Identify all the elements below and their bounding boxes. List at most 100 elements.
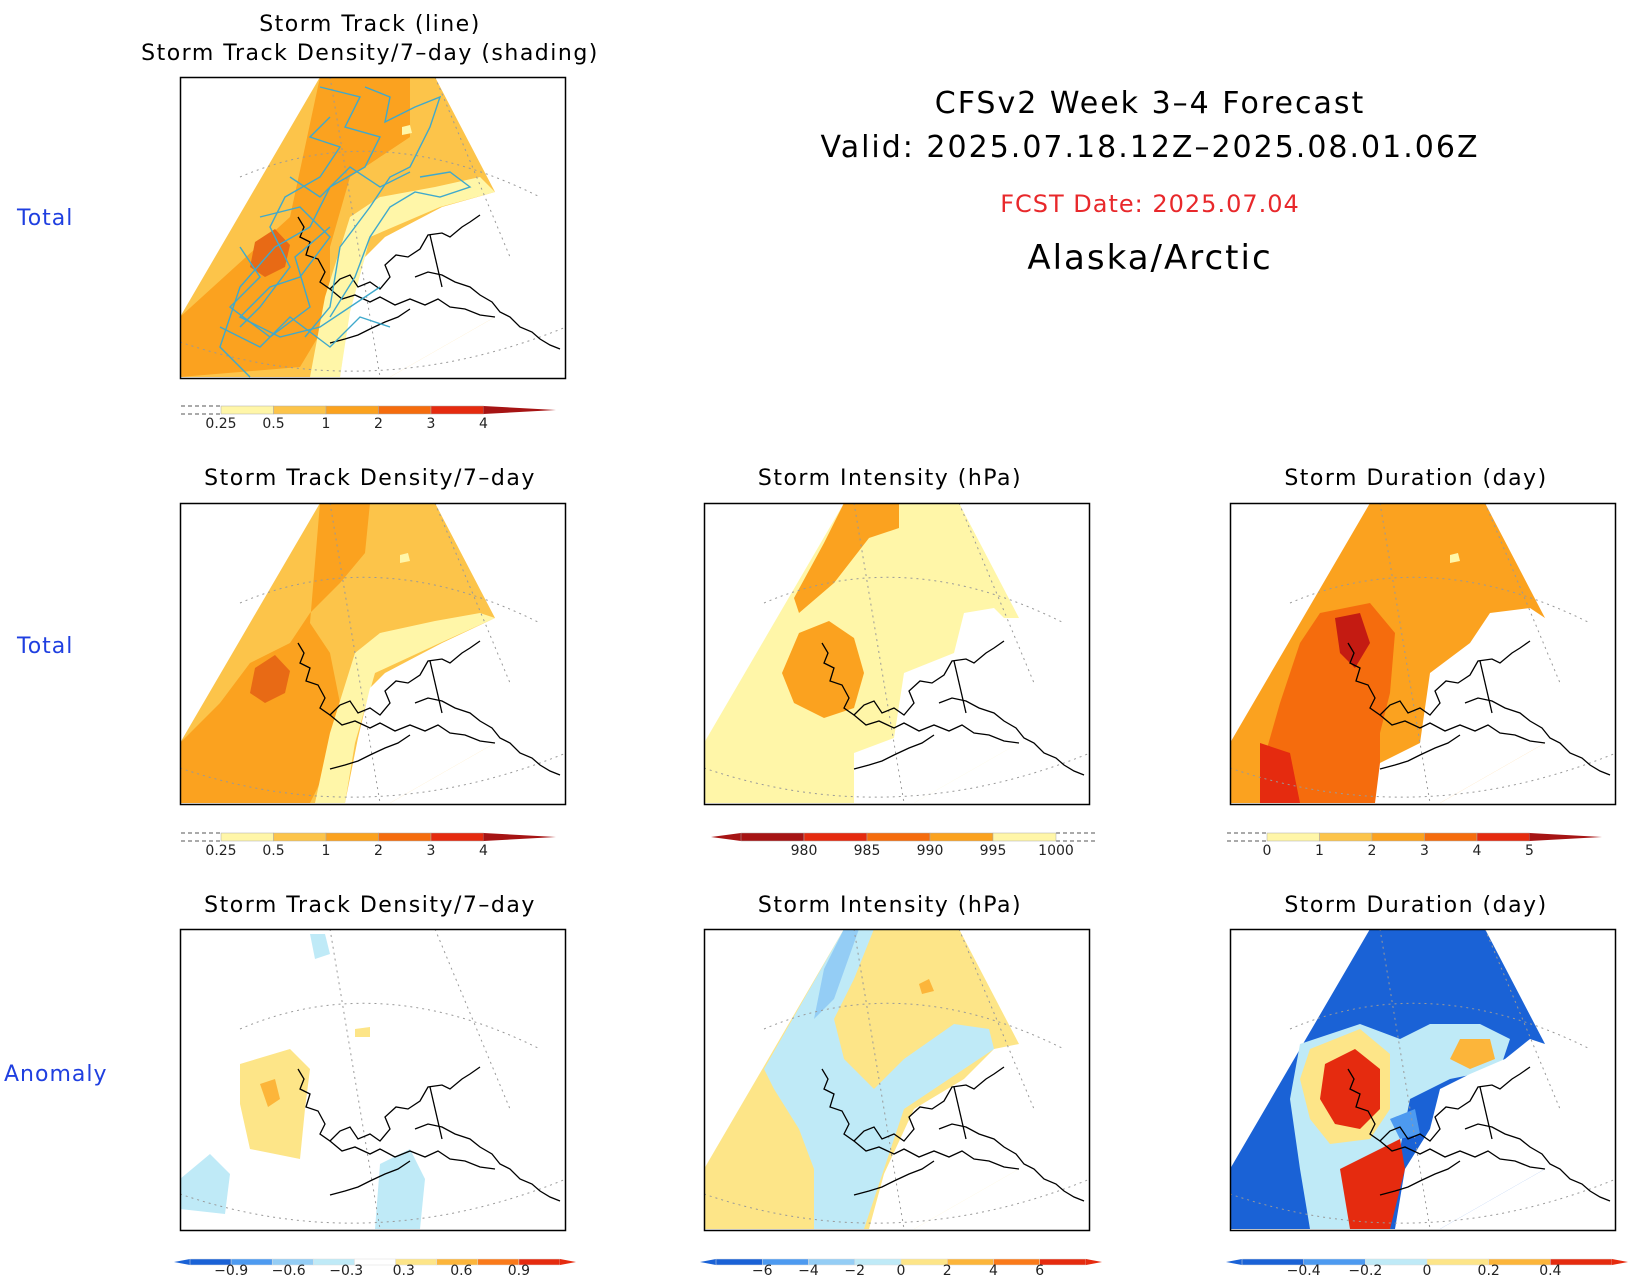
- colorbar-segment-4: [430, 405, 484, 415]
- colorbar-intensity-anom: −6 −4 −2 0 2 4 6: [700, 1258, 1102, 1275]
- coastline: [1479, 1086, 1493, 1140]
- coastline: [297, 1066, 481, 1142]
- shaded-region-3: [1260, 743, 1300, 803]
- shaded-region-2: [240, 1049, 310, 1159]
- longitude-line: [1484, 503, 1561, 684]
- shaded-region-5: [1340, 1139, 1405, 1229]
- shaded-region-6: [375, 1149, 425, 1229]
- colorbar-segment-1: [803, 832, 868, 842]
- colorbar-tick-label: 0.25: [205, 843, 236, 859]
- colorbar-tick-label: 0.2: [1478, 1263, 1500, 1275]
- forecast-title: CFSv2 Week 3–4 Forecast: [770, 86, 1530, 121]
- shaded-region-3: [315, 613, 495, 803]
- storm-track-line: [239, 116, 342, 328]
- valid-range: Valid: 2025.07.18.12Z–2025.08.01.06Z: [770, 130, 1530, 165]
- latitude-line: [763, 576, 1065, 624]
- shaded-region-3: [310, 177, 495, 377]
- colorbar-segment-1: [273, 405, 327, 415]
- colorbar-tick-label: 0.9: [508, 1263, 530, 1275]
- coastline: [329, 714, 496, 744]
- colorbar-tick-label: 5: [1525, 843, 1534, 859]
- colorbar-tick-label: −6: [752, 1263, 773, 1275]
- colorbar-open-end: [181, 832, 221, 842]
- colorbar-arrow-left: [700, 1259, 716, 1265]
- colorbar-segment-4: [992, 832, 1057, 842]
- map-frame: [179, 502, 567, 806]
- colorbar-tick-label: 4: [479, 843, 488, 859]
- map-content: [180, 503, 566, 804]
- row-label-anomaly: Anomaly: [4, 1062, 108, 1087]
- map-content: [1230, 929, 1616, 1230]
- coastline: [938, 697, 1085, 776]
- region-title: Alaska/Arctic: [770, 238, 1530, 278]
- colorbar-tick-label: 2: [1368, 843, 1377, 859]
- colorbar-segment-3: [1424, 832, 1478, 842]
- map-panel-duration-total: [1229, 502, 1617, 806]
- coastline: [1479, 660, 1493, 714]
- shaded-region-3: [260, 1079, 280, 1107]
- shaded-region-1: [794, 503, 899, 613]
- map-frame: [179, 928, 567, 1232]
- map-panel-intensity-anom: [703, 928, 1091, 1232]
- colorbar-segment-2: [325, 405, 379, 415]
- row-label-total-2: Total: [17, 634, 74, 659]
- longitude-line: [1484, 929, 1561, 1110]
- colorbar-tick-label: −2: [844, 1263, 865, 1275]
- coastline: [1379, 1140, 1546, 1170]
- coastline: [853, 734, 935, 770]
- colorbar-tick-label: 0.3: [393, 1263, 415, 1275]
- colorbar-arrow-right: [1612, 1259, 1628, 1265]
- colorbar-tick-label: 4: [1473, 843, 1482, 859]
- colorbar-tick-label: 4: [479, 416, 488, 432]
- colorbar-tick-label: 0.6: [450, 1263, 472, 1275]
- panel-title-duration-anom: Storm Duration (day): [1284, 893, 1548, 918]
- shaded-region-6: [1390, 1109, 1420, 1139]
- coastline: [1347, 1066, 1531, 1142]
- valid-range-text: Valid: 2025.07.18.12Z–2025.08.01.06Z: [820, 130, 1480, 165]
- colorbar-arrow-right: [1086, 1259, 1102, 1265]
- colorbar-intensity-total: 980 985 990 995 1000: [711, 832, 1096, 859]
- longitude-line: [958, 503, 1035, 684]
- map-content: [1230, 503, 1616, 804]
- colorbar-tick-label: 2: [943, 1263, 952, 1275]
- coastline: [1464, 697, 1611, 776]
- longitude-line: [434, 929, 511, 1110]
- colorbar-arrow-left: [174, 1259, 190, 1265]
- coastline: [1347, 640, 1531, 716]
- colorbar-segment-6: [993, 1258, 1040, 1266]
- colorbar-arrow-left: [1226, 1259, 1242, 1265]
- longitude-line: [329, 503, 381, 804]
- shaded-region-5: [400, 553, 410, 563]
- shaded-region-4: [1450, 1039, 1495, 1069]
- panel-title-line1: Storm Track (line): [259, 12, 481, 37]
- colorbar-tick-label: 0.4: [1539, 1263, 1561, 1275]
- panel-title-density-anom: Storm Track Density/7–day: [204, 893, 536, 918]
- storm-track-line: [304, 86, 442, 338]
- shaded-region-3: [919, 979, 934, 994]
- shaded-region-2: [814, 929, 859, 1019]
- panel-title-density-total: Storm Track Density/7–day: [204, 466, 536, 491]
- panel-title-intensity-anom: Storm Intensity (hPa): [757, 893, 1023, 918]
- longitude-line: [1379, 503, 1431, 804]
- fcst-date: FCST Date: 2025.07.04: [770, 190, 1530, 218]
- colorbar-tick-label: −0.6: [272, 1263, 306, 1275]
- panel-title-line2: Storm Track Density/7–day (shading): [141, 41, 599, 66]
- colorbar-duration-total: 0 1 2 3 4 5: [1227, 832, 1602, 859]
- colorbar-segment-4: [900, 1258, 948, 1266]
- colorbar-tick-label: 1: [322, 416, 331, 432]
- colorbar-tick-label: 0.5: [262, 416, 284, 432]
- shaded-region-1: [310, 934, 330, 959]
- coastline: [329, 308, 411, 344]
- map-panel-duration-anom: [1229, 928, 1617, 1232]
- shaded-region-7: [1395, 1039, 1545, 1229]
- region-title-text: Alaska/Arctic: [1027, 238, 1273, 278]
- coastline: [414, 697, 561, 776]
- map-frame: [1229, 928, 1617, 1232]
- colorbar-tick-label: 6: [1035, 1263, 1044, 1275]
- colorbar-tick-label: 0.25: [205, 416, 236, 432]
- colorbar-tick-label: 1: [322, 843, 331, 859]
- shaded-region-1: [180, 503, 370, 803]
- colorbar-tick-label: 0: [1263, 843, 1272, 859]
- longitude-line: [329, 929, 381, 1230]
- colorbar-segment-4: [430, 832, 484, 842]
